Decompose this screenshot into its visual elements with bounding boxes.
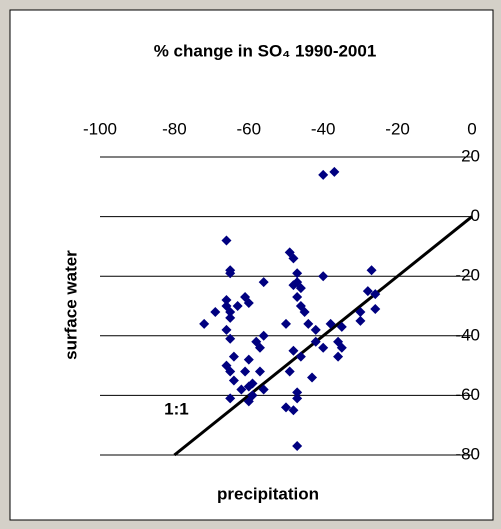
- data-point: [366, 265, 377, 276]
- y-axis-label: surface water: [61, 250, 80, 360]
- data-point: [243, 396, 254, 407]
- data-point: [288, 280, 299, 291]
- data-point: [370, 289, 381, 300]
- y-tick-label: 0: [471, 206, 480, 225]
- data-point: [221, 324, 232, 335]
- y-tick-label: -40: [455, 325, 480, 344]
- data-point: [232, 301, 243, 311]
- data-point: [318, 271, 329, 282]
- data-point: [307, 372, 318, 383]
- data-point: [292, 268, 303, 279]
- data-point: [221, 235, 232, 246]
- data-point: [370, 303, 381, 314]
- data-point: [292, 393, 303, 404]
- y-tick-label: -60: [455, 385, 480, 404]
- data-point: [292, 292, 303, 303]
- data-point: [228, 351, 239, 362]
- reference-line: [173, 215, 473, 457]
- y-tick-label: -80: [455, 444, 480, 463]
- data-point: [254, 342, 265, 353]
- data-point: [254, 366, 265, 377]
- data-point: [225, 306, 236, 317]
- x-tick-label: -20: [385, 119, 410, 138]
- chart-title: % change in SO₄ 1990-2001: [154, 41, 377, 60]
- data-point: [318, 342, 329, 353]
- data-point: [310, 336, 321, 347]
- data-point: [292, 387, 303, 398]
- data-point: [288, 345, 299, 356]
- data-point: [295, 351, 306, 362]
- data-point: [221, 295, 232, 306]
- data-point: [240, 366, 251, 377]
- data-point: [225, 366, 236, 377]
- data-point: [295, 283, 306, 294]
- data-point: [288, 253, 299, 264]
- data-point: [325, 318, 336, 329]
- data-point: [299, 306, 310, 317]
- data-point: [303, 318, 314, 329]
- data-point: [258, 330, 269, 341]
- reference-line-label: 1:1: [164, 399, 189, 418]
- data-point: [329, 166, 340, 177]
- data-point: [288, 405, 299, 416]
- y-tick-label: -20: [455, 266, 480, 285]
- data-point: [225, 268, 236, 279]
- x-tick-label: -100: [83, 119, 117, 138]
- data-point: [355, 315, 366, 326]
- data-point: [225, 333, 236, 344]
- data-point: [310, 324, 321, 335]
- data-point: [228, 375, 239, 386]
- data-point: [225, 393, 236, 404]
- data-point: [247, 378, 258, 389]
- data-point: [236, 384, 247, 395]
- data-point: [225, 312, 236, 323]
- x-tick-label: -80: [162, 119, 187, 138]
- data-point: [336, 342, 347, 353]
- data-point: [281, 318, 291, 329]
- data-point: [355, 306, 366, 317]
- y-tick-label: 20: [461, 146, 480, 165]
- data-point: [258, 384, 269, 395]
- chart-panel: [9, 9, 494, 521]
- x-tick-label: -60: [237, 119, 262, 138]
- data-point: [362, 286, 373, 297]
- data-point: [333, 351, 344, 362]
- x-tick-label: 0: [467, 119, 476, 138]
- data-point: [284, 366, 295, 377]
- data-point: [336, 321, 347, 332]
- data-point: [292, 441, 303, 452]
- data-point: [318, 169, 329, 180]
- data-point: [243, 354, 254, 365]
- data-point: [210, 306, 221, 317]
- x-axis-label: precipitation: [217, 484, 319, 503]
- data-point: [258, 277, 269, 288]
- data-point: [199, 318, 210, 329]
- data-point: [243, 298, 254, 309]
- x-tick-label: -40: [311, 119, 336, 138]
- data-point: [281, 402, 291, 413]
